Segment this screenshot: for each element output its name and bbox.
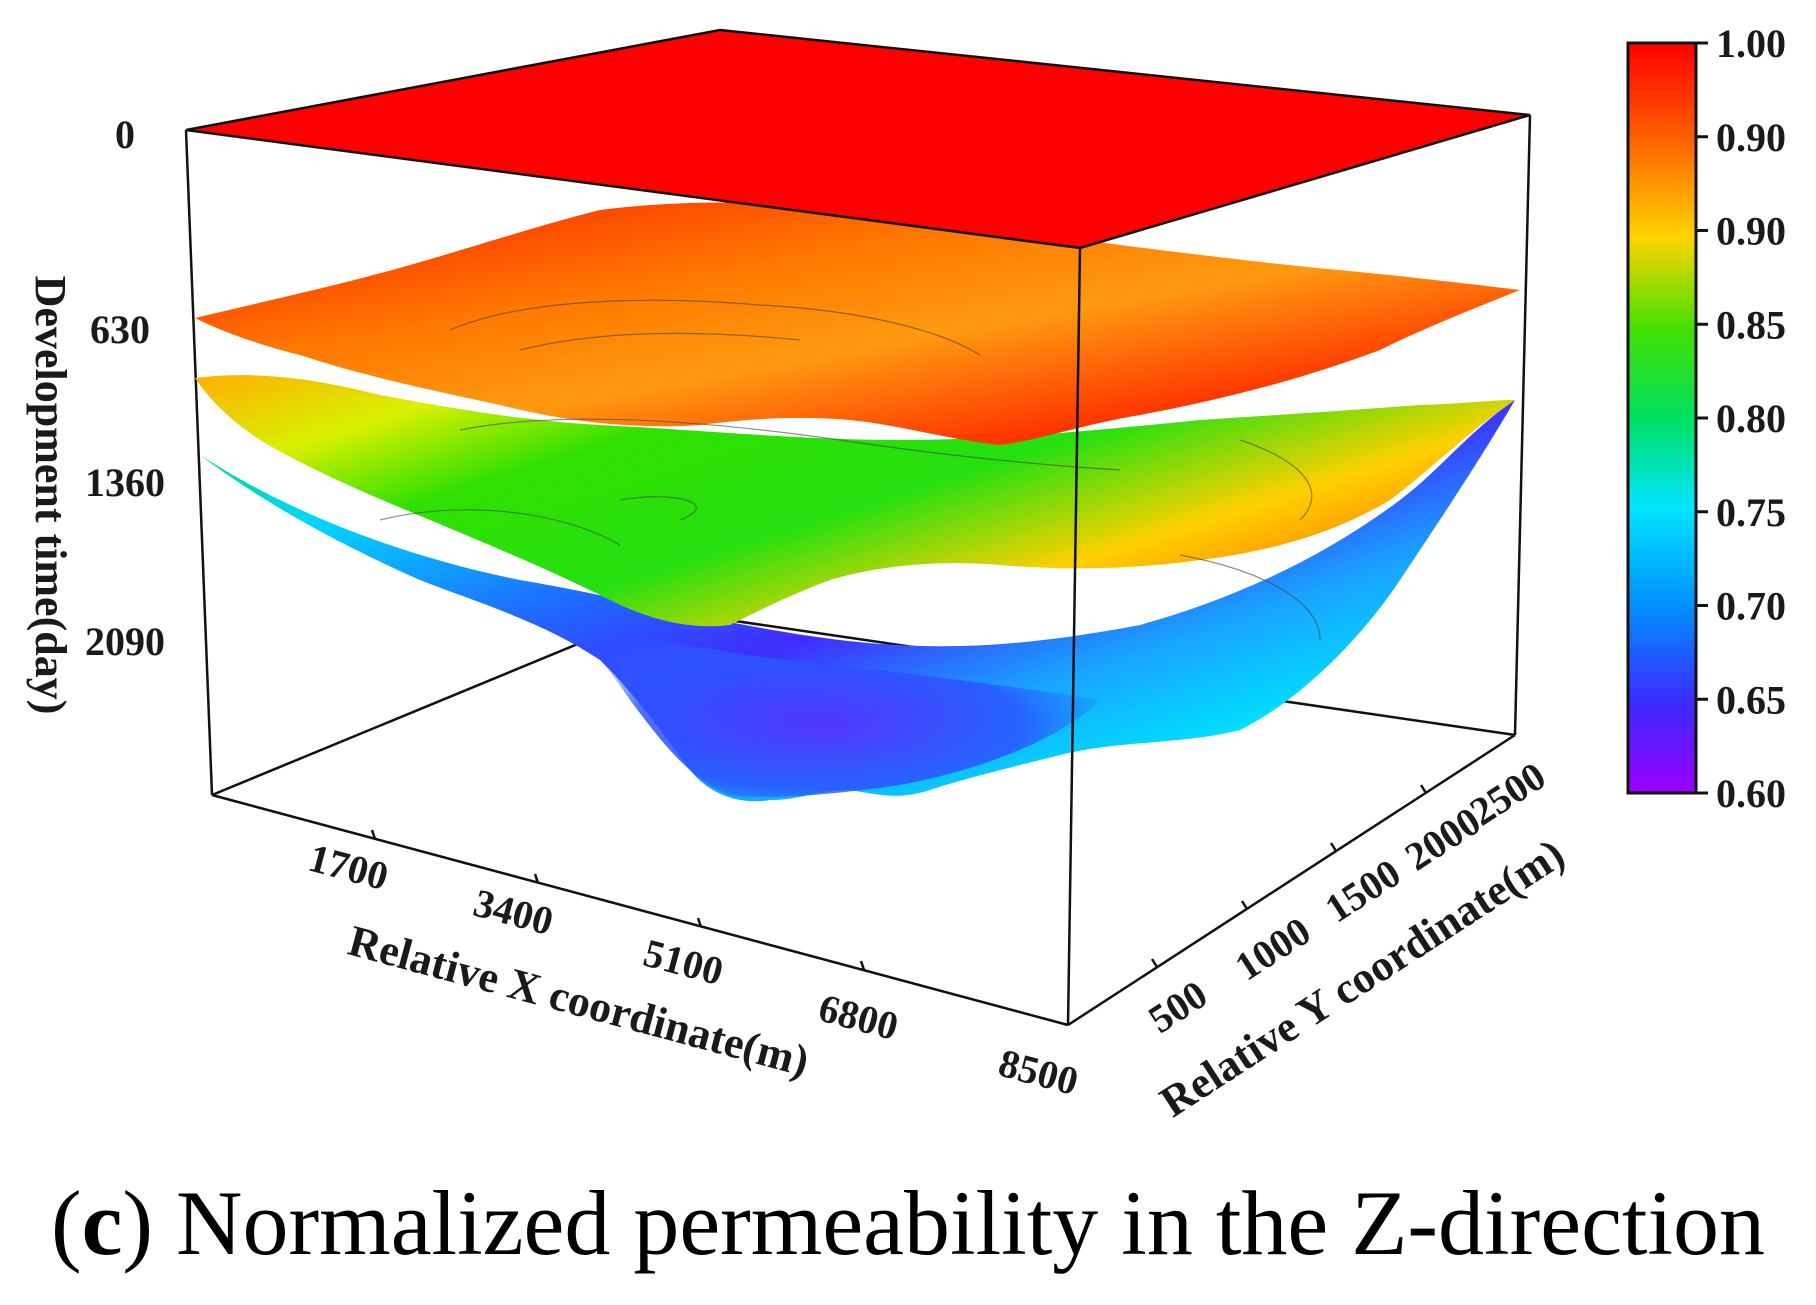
y-tick-marks	[1150, 784, 1428, 968]
y-tick-label: 500	[1140, 971, 1215, 1041]
colorbar-tick-label: 0.60	[1716, 771, 1786, 816]
contour-line	[1179, 554, 1321, 641]
x-tick-label: 1700	[304, 835, 393, 899]
x-tick-label: 5100	[639, 930, 728, 994]
z-tick-label: 630	[90, 307, 150, 352]
colorbar-tick-label: 1.00	[1716, 21, 1786, 66]
x-tick-label: 6800	[814, 985, 903, 1049]
surface-layer-2090-deep-region	[560, 620, 1100, 797]
caption-text: ) Normalized permeability in the Z-direc…	[122, 1172, 1766, 1274]
y-tick-mark	[1419, 784, 1428, 794]
box-edge-floor-right	[1067, 733, 1516, 1027]
z-tick-label: 0	[115, 112, 135, 157]
box-edge-back-left-vertical	[184, 129, 214, 796]
contour-line	[619, 496, 697, 521]
contour-line	[459, 418, 1121, 471]
y-tick-mark	[1240, 900, 1249, 910]
box-edge-back-right-vertical	[1513, 114, 1532, 736]
surface-layer-1360	[195, 375, 1515, 627]
x-tick-mark	[696, 917, 703, 928]
contour-line	[379, 509, 621, 546]
z-tick-label: 2090	[85, 619, 165, 664]
x-tick-label: 3400	[469, 880, 558, 944]
contour-line	[519, 332, 801, 351]
surface-layer-0	[185, 28, 1531, 250]
box-front-edges	[211, 247, 1516, 1027]
y-tick-label: 1500	[1317, 850, 1409, 931]
contour-lines	[379, 299, 1321, 641]
surface-layer-2090	[200, 400, 1515, 802]
colorbar-tick-label: 0.75	[1716, 490, 1786, 535]
z-axis-title: Development time(day)	[26, 276, 75, 715]
x-tick-mark	[533, 873, 540, 884]
colorbar-tick-label: 0.85	[1716, 302, 1786, 347]
z-tick-label: 1360	[85, 460, 165, 505]
x-tick-label: 8500	[994, 1040, 1083, 1104]
colorbar-tick-label: 0.70	[1716, 584, 1786, 629]
y-tick-mark	[1150, 958, 1159, 968]
surface-layer-630	[195, 202, 1520, 445]
x-tick-mark	[859, 960, 866, 971]
figure-caption: (c) Normalized permeability in the Z-dir…	[0, 1170, 1816, 1276]
colorbar-tick-label: 0.80	[1716, 396, 1786, 441]
colorbar-ticks: 1.00 0.90 0.90 0.85 0.80 0.75 0.70 0.65 0.60	[1696, 21, 1786, 816]
caption-panel-letter: c	[81, 1172, 123, 1274]
contour-line	[1239, 439, 1313, 521]
x-tick-mark	[370, 829, 377, 840]
box-edge-front-vertical	[1066, 247, 1082, 1026]
y-tick-mark	[1329, 842, 1338, 852]
colorbar-tick-label: 0.90	[1716, 115, 1786, 160]
colorbar	[1626, 41, 1698, 795]
colorbar-tick-label: 0.90	[1716, 209, 1786, 254]
x-axis-title: Relative X coordinate(m)	[343, 916, 814, 1086]
caption-open-paren: (	[50, 1172, 82, 1274]
contour-line	[449, 299, 981, 356]
y-tick-label: 1000	[1227, 908, 1319, 989]
z-tick-labels: 0 630 1360 2090	[85, 112, 165, 664]
box-edge-floor-left	[211, 793, 1069, 1027]
colorbar-tick-label: 0.65	[1716, 677, 1786, 722]
x-tick-marks	[370, 829, 866, 971]
chart-3d-surface: 0 630 1360 2090 Development time(day) 17…	[26, 21, 1786, 1127]
